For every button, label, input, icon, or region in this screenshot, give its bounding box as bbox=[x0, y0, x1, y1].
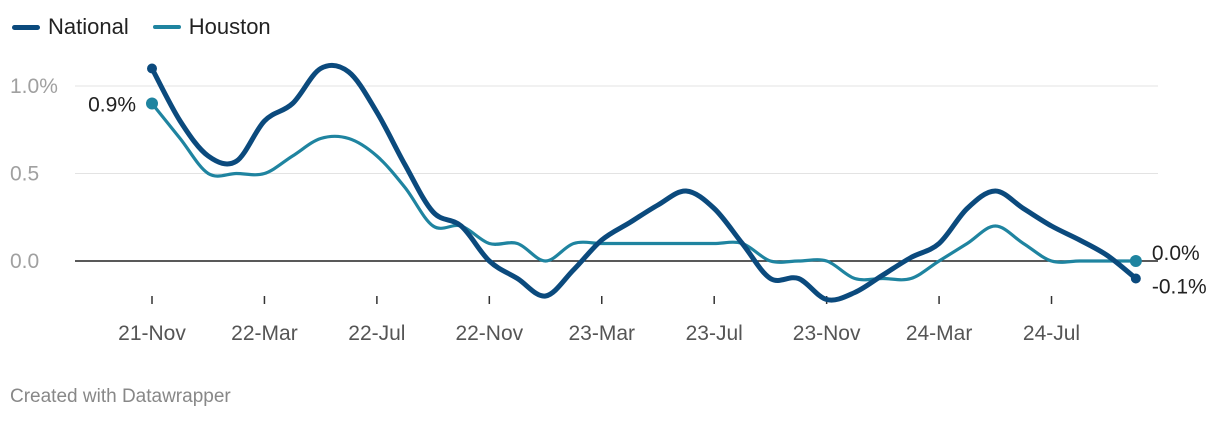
series-end-label-national: -0.1% bbox=[1152, 276, 1207, 299]
x-tick-label: 23-Mar bbox=[568, 322, 635, 345]
series-end-label-houston: 0.0% bbox=[1152, 242, 1200, 265]
legend: National Houston bbox=[12, 14, 271, 40]
legend-item-houston: Houston bbox=[152, 14, 271, 40]
series-start-label-houston: 0.9% bbox=[88, 94, 136, 117]
series-line-houston bbox=[150, 101, 1138, 282]
series-end-point-national bbox=[1130, 273, 1141, 284]
series-start-point-houston bbox=[146, 97, 158, 110]
x-tick-label: 22-Jul bbox=[348, 322, 405, 345]
legend-label-houston: Houston bbox=[188, 14, 271, 39]
x-tick-label: 22-Mar bbox=[231, 322, 298, 345]
legend-item-national: National bbox=[12, 14, 129, 40]
legend-swatch-national bbox=[12, 24, 40, 30]
y-tick-label: 1.0% bbox=[10, 75, 58, 98]
line-chart: 1.0% 0.5 0.0 21-Nov 22-Mar 22-Jul 22-Nov 23-Mar… bbox=[10, 62, 1207, 345]
x-tick-label: 23-Nov bbox=[793, 322, 861, 345]
x-tick-label: 23-Jul bbox=[686, 322, 743, 345]
x-tick-label: 22-Nov bbox=[455, 322, 523, 345]
series-end-point-houston bbox=[1129, 255, 1142, 267]
legend-swatch-houston bbox=[152, 25, 181, 29]
series-line-national bbox=[149, 62, 1139, 303]
series-start-point-national bbox=[147, 63, 157, 74]
x-tick-label: 24-Jul bbox=[1023, 322, 1080, 345]
x-tick-label: 24-Mar bbox=[906, 322, 973, 345]
x-tick-label: 21-Nov bbox=[118, 322, 186, 345]
credit-text: Created with Datawrapper bbox=[10, 386, 231, 407]
y-tick-label: 0.0 bbox=[10, 250, 39, 273]
y-tick-label: 0.5 bbox=[10, 163, 39, 186]
legend-label-national: National bbox=[48, 14, 129, 39]
